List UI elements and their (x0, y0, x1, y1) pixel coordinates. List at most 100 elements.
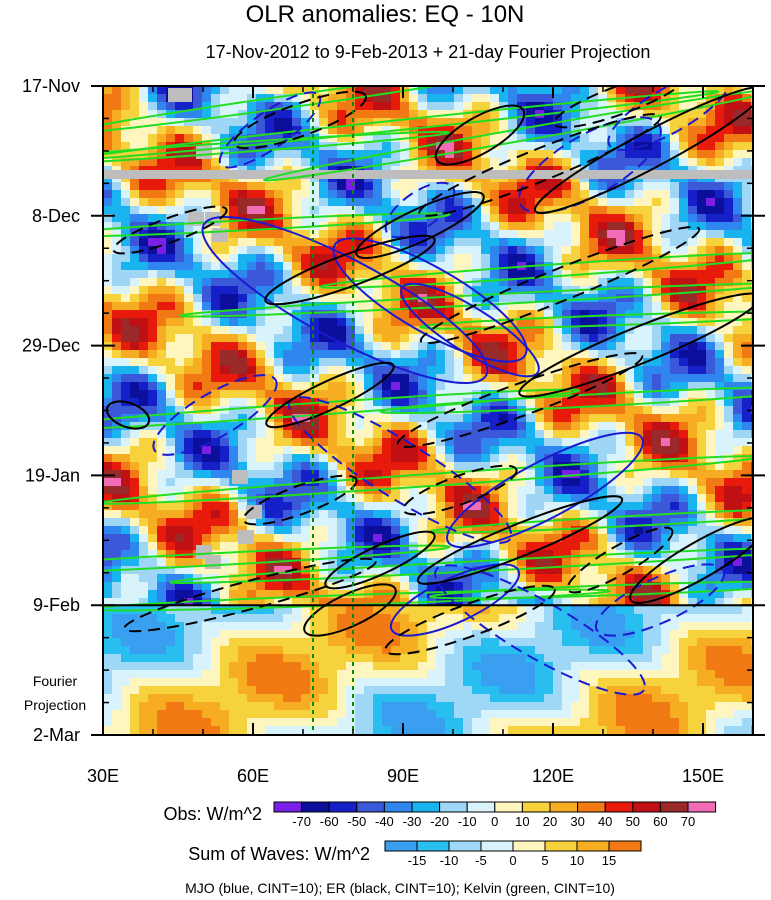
obs-colorbox (521, 801, 551, 813)
waves-level-label: 0 (509, 853, 516, 868)
er-contour-positive (105, 400, 151, 430)
er-contour-negative (402, 464, 518, 516)
obs-level-label: 70 (681, 814, 695, 829)
mjo-contour-negative (152, 374, 278, 456)
x-tick-label: 30E (87, 766, 119, 786)
y-tick-label: 17-Nov (22, 76, 80, 96)
missing-data-patch (246, 505, 262, 519)
er-contour-positive (518, 292, 753, 398)
er-contour-positive (303, 583, 397, 637)
waves-colorbox (544, 840, 578, 852)
missing-data-patch (205, 555, 221, 569)
er-contour-negative (112, 205, 228, 255)
er-contour-negative (396, 352, 644, 448)
obs-colorbox (577, 801, 606, 813)
obs-colorbox (383, 801, 413, 813)
chart-subtitle: 17-Nov-2012 to 9-Feb-2013 + 21-day Fouri… (206, 42, 651, 62)
obs-level-label: -50 (347, 814, 366, 829)
chart-title: OLR anomalies: EQ - 10N (246, 1, 525, 28)
y-tick-label: 8-Dec (32, 206, 80, 226)
obs-colorbox (273, 801, 303, 813)
obs-colorbox (328, 801, 358, 813)
kelvin-contour (103, 544, 451, 576)
obs-level-label: 20 (543, 814, 557, 829)
obs-level-label: -10 (458, 814, 477, 829)
obs-level-label: -20 (430, 814, 449, 829)
er-contour-positive (265, 361, 395, 429)
fourier-projection-label-line2: Projection (24, 697, 86, 713)
er-contour-positive (434, 104, 526, 166)
mjo-contour-negative (594, 563, 726, 637)
y-tick-label: 19-Jan (25, 465, 80, 485)
fourier-projection-label-line1: Fourier (33, 673, 78, 689)
x-tick-label: 120E (532, 766, 574, 786)
waves-colorbar-label: Sum of Waves: W/m^2 (188, 844, 370, 864)
er-contour-negative (419, 225, 701, 345)
waves-colorbox (608, 840, 642, 852)
obs-colorbox (604, 801, 634, 813)
obs-colorbox (356, 801, 385, 813)
er-contour-negative (566, 526, 674, 594)
x-tick-label: 60E (237, 766, 269, 786)
y-tick-label: 29-Dec (22, 336, 80, 356)
missing-data-patch (212, 228, 228, 242)
missing-data-patch (238, 530, 254, 544)
contour-legend: MJO (blue, CINT=10); ER (black, CINT=10)… (185, 880, 615, 896)
kelvin-contour (103, 90, 720, 160)
waves-level-label: -5 (475, 853, 487, 868)
y-tick-label: 2-Mar (33, 725, 80, 745)
y-tick-label: 9-Feb (33, 595, 80, 615)
missing-data-patch (176, 88, 192, 102)
er-contour-positive (264, 234, 436, 306)
obs-colorbar: -70 -60 -50 -40 -30 -20 -10 0 10 20 30 40 50 60 70 (273, 801, 717, 829)
kelvin-contour (103, 130, 451, 170)
mjo-contour-positive (445, 431, 645, 549)
er-contour-negative (242, 474, 358, 526)
waves-colorbox (576, 840, 610, 852)
obs-level-label: 30 (570, 814, 584, 829)
waves-level-label: 10 (570, 853, 584, 868)
mjo-contour-negative (607, 86, 733, 151)
kelvin-contour (319, 251, 753, 289)
er-contour-positive (324, 530, 436, 590)
obs-level-label: 40 (598, 814, 612, 829)
wave-contours (103, 86, 753, 735)
obs-colorbox (687, 801, 717, 813)
obs-colorbox (659, 801, 689, 813)
waves-colorbox (416, 840, 450, 852)
kelvin-contour (103, 455, 753, 505)
waves-colorbox (512, 840, 546, 852)
missing-data-patch (232, 470, 248, 484)
missing-data-band (103, 170, 753, 179)
obs-level-label: 0 (491, 814, 498, 829)
mjo-contour-positive (201, 215, 489, 385)
obs-colorbox (301, 801, 330, 813)
kelvin-contour (103, 388, 581, 432)
obs-colorbox (439, 801, 468, 813)
kelvin-contour (169, 546, 753, 584)
waves-level-label: 5 (541, 853, 548, 868)
waves-colorbar: -15 -10 -5 0 5 10 15 (384, 840, 642, 868)
missing-data-patch (196, 145, 212, 159)
waves-level-label: 15 (602, 853, 616, 868)
er-contour-negative (123, 557, 377, 633)
mjo-contour-positive (332, 237, 528, 363)
anomaly-field (103, 86, 753, 735)
waves-colorbox (384, 840, 418, 852)
waves-colorbox (480, 840, 514, 852)
kelvin-contour (103, 86, 529, 134)
er-contour-negative (232, 90, 368, 150)
mjo-contour-positive (400, 282, 540, 378)
kelvin-contour (379, 386, 753, 414)
waves-level-label: -15 (408, 853, 427, 868)
obs-level-label: 50 (626, 814, 640, 829)
obs-colorbox (466, 801, 496, 813)
er-contour-negative (384, 584, 556, 656)
obs-level-label: 10 (515, 814, 529, 829)
obs-level-label: -40 (375, 814, 394, 829)
er-contour-positive (416, 495, 624, 585)
obs-colorbar-label: Obs: W/m^2 (164, 804, 262, 824)
obs-colorbox (494, 801, 523, 813)
er-contour-positive (355, 191, 485, 259)
